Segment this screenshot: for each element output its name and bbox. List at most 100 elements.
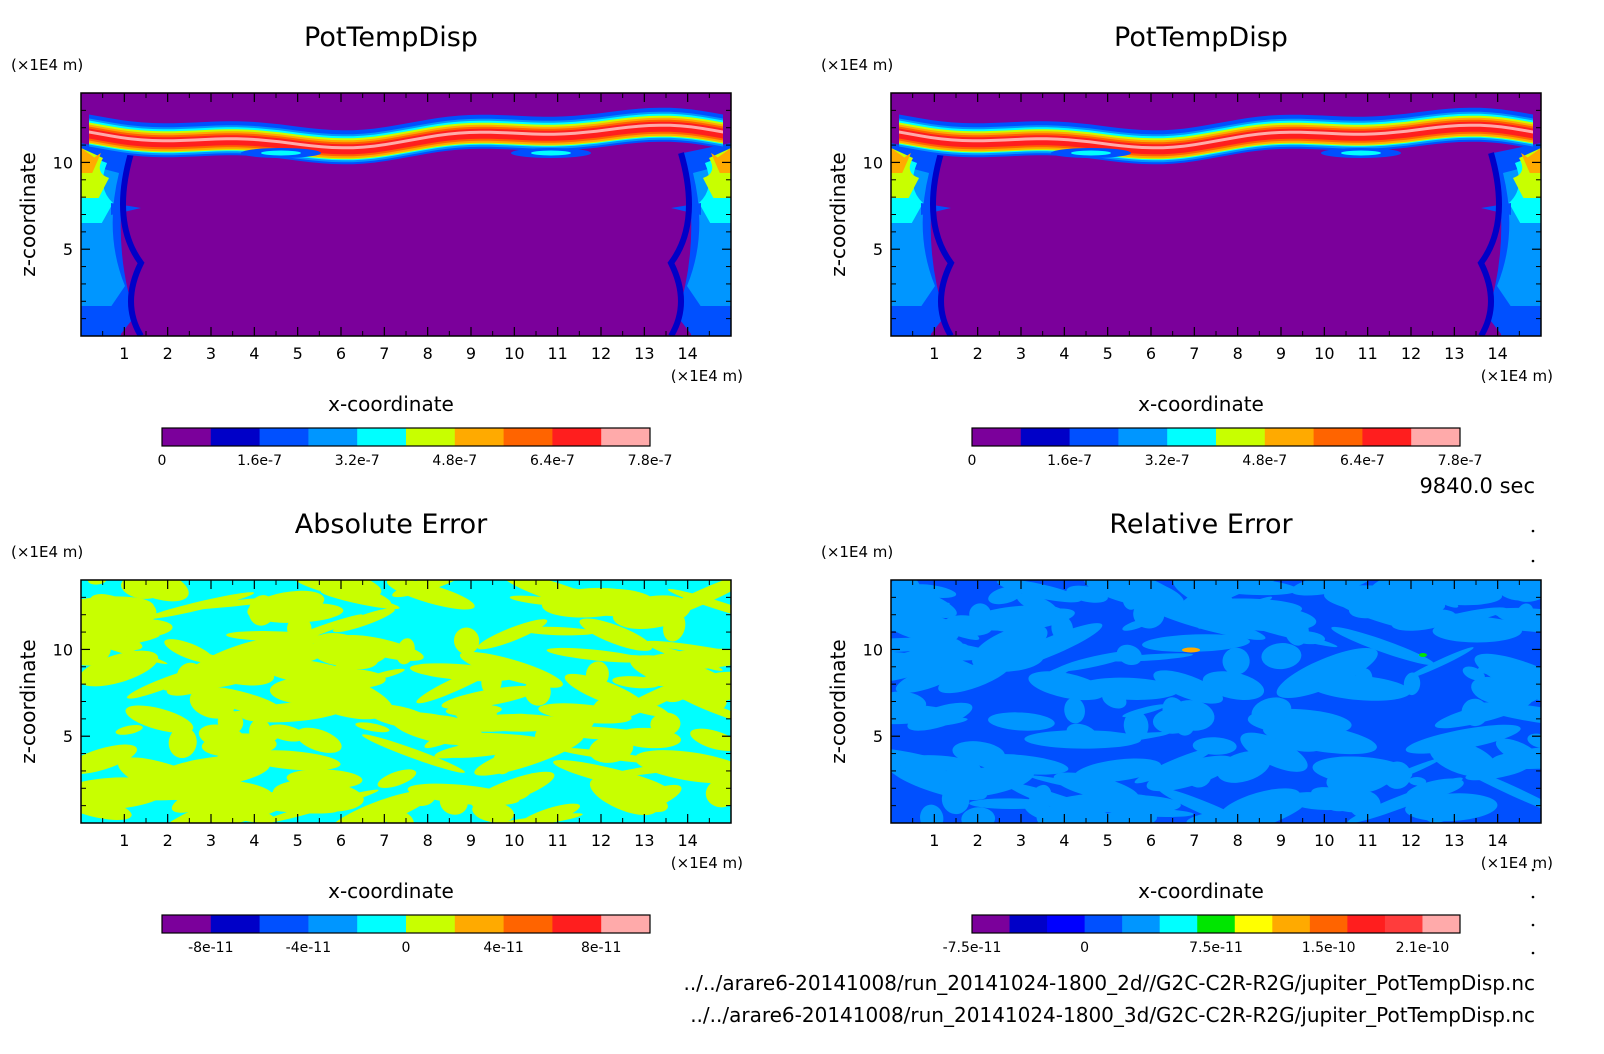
plume-column-base: [691, 306, 731, 336]
colorbar-label: 1.6e-7: [1047, 453, 1092, 469]
error-patch: [81, 744, 138, 775]
error-patch: [546, 647, 646, 663]
error-patch: [1324, 786, 1371, 812]
plume-column-band: [711, 148, 731, 173]
plume-tendril: [120, 152, 145, 336]
x-tick-label: 14: [1487, 344, 1507, 363]
y-tick-label: 5: [873, 240, 883, 259]
error-patch: [1406, 647, 1474, 679]
colorbar-label: 1.6e-7: [237, 453, 282, 469]
footer-file-2d: ../../arare6-20141008/run_20141024-1800_…: [683, 971, 1535, 995]
x-tick-label: 6: [336, 831, 346, 850]
x-tick-label: 8: [1233, 831, 1243, 850]
error-patch: [1202, 671, 1265, 701]
colorbar-swatch: [503, 428, 553, 446]
colorbar-swatch: [406, 428, 456, 446]
y-unit-label: (×1E4 m): [11, 543, 83, 561]
error-patch: [168, 726, 197, 759]
error-patch: [971, 753, 1069, 775]
error-patch: [1064, 697, 1085, 724]
y-tick-label: 10: [863, 153, 883, 172]
error-patch: [1051, 615, 1074, 642]
error-patch: [259, 789, 379, 823]
error-patch: [152, 779, 220, 786]
error-patch: [120, 580, 189, 602]
colorbar-swatch: [1009, 915, 1048, 933]
error-patch: [161, 811, 240, 823]
colorbar-label: 7.8e-7: [1438, 453, 1483, 469]
error-patch: [1144, 603, 1266, 640]
colorbar-swatch: [357, 915, 407, 933]
error-patch: [1277, 730, 1326, 752]
colorbar-label: 2.1e-10: [1396, 940, 1450, 956]
plume-column-band: [891, 148, 911, 173]
error-patch: [459, 651, 563, 688]
error-patch: [1029, 775, 1101, 791]
error-patch: [1184, 757, 1212, 788]
x-tick-label: 5: [293, 344, 303, 363]
colorbar-swatch: [601, 428, 651, 446]
colorbar-label: 0: [1080, 940, 1089, 956]
colorbar-swatch: [972, 428, 1022, 446]
colorbar-label: 0: [158, 453, 167, 469]
error-patch: [1378, 594, 1423, 622]
plume-column-base: [891, 306, 931, 336]
error-patch: [1134, 748, 1213, 784]
x-tick-label: 9: [466, 831, 476, 850]
error-patch: [480, 713, 530, 727]
error-patch: [1108, 653, 1193, 662]
error-patch: [997, 580, 1082, 603]
error-patch: [1261, 643, 1302, 670]
error-patch: [941, 785, 970, 815]
colorbar-label: -8e-11: [188, 940, 233, 956]
error-patch: [705, 779, 731, 808]
y-unit-label: (×1E4 m): [821, 56, 893, 74]
colorbar-swatch: [162, 915, 212, 933]
colorbar-label: 4e-11: [483, 940, 523, 956]
x-tick-label: 1: [929, 831, 939, 850]
colorbar-swatch: [1047, 915, 1086, 933]
y-axis-label: z-coordinate: [826, 639, 850, 763]
heatmap-field: [891, 93, 1541, 336]
x-tick-label: 12: [1401, 831, 1421, 850]
colorbar-swatch: [1159, 915, 1198, 933]
error-patch: [920, 804, 944, 823]
error-patch: [267, 724, 305, 742]
plume-column-base: [1501, 306, 1541, 336]
colorbar-swatch: [1411, 428, 1461, 446]
error-patch: [891, 691, 927, 713]
x-tick-label: 14: [1487, 831, 1507, 850]
y-tick-label: 10: [863, 640, 883, 659]
error-patch: [1123, 710, 1149, 741]
x-tick-label: 1: [929, 344, 939, 363]
error-patch: [690, 728, 731, 751]
x-tick-label: 8: [423, 831, 433, 850]
plume-column-band: [81, 148, 101, 173]
error-patch: [1308, 675, 1411, 701]
colorbar-swatch: [1313, 428, 1363, 446]
colorbar-swatch: [259, 915, 309, 933]
time-label: 9840.0 sec: [1419, 474, 1535, 498]
error-patch: [199, 682, 217, 691]
x-tick-label: 3: [206, 831, 216, 850]
error-patch: [1421, 607, 1507, 628]
error-patch: [287, 580, 382, 598]
plume-column-base: [81, 306, 121, 336]
error-patch: [134, 602, 157, 623]
x-axis-label: x-coordinate: [1138, 879, 1264, 903]
error-patch: [1192, 737, 1237, 755]
error-patch: [296, 727, 342, 753]
error-patch: [377, 769, 417, 789]
x-tick-label: 7: [1189, 344, 1199, 363]
colorbar-label: 3.2e-7: [335, 453, 380, 469]
plume-column-band: [1521, 148, 1541, 173]
x-axis-label: x-coordinate: [328, 879, 454, 903]
error-patch: [386, 580, 475, 610]
error-patch: [284, 634, 342, 645]
error-patch: [564, 673, 646, 711]
error-patch: [1024, 802, 1066, 823]
dotted-marks: [1531, 529, 1535, 955]
error-patch: [81, 638, 111, 666]
